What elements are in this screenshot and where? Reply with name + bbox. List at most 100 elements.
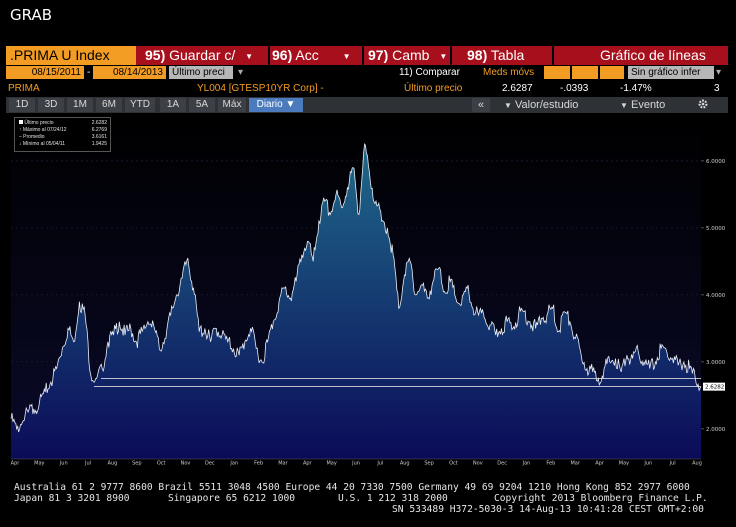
up-arrow-icon: ↑ xyxy=(19,127,22,133)
moving-average-field-1[interactable] xyxy=(544,66,570,79)
period-6m-button[interactable]: 6M xyxy=(96,98,122,112)
change-button-label: Camb xyxy=(392,47,430,63)
chevron-down-icon: ▼ xyxy=(439,51,448,61)
legend-row-max: ↑ Máximo al 07/24/12 xyxy=(19,127,67,133)
period-toolbar xyxy=(6,97,728,113)
compare-button[interactable]: 11) Comparar xyxy=(399,67,460,78)
moving-average-field-2[interactable] xyxy=(572,66,598,79)
x-axis: Apr May Jun Jul Aug Sep Oct Nov Dec Jan Feb Mar Apr M… xyxy=(11,458,703,472)
y-tick-label-2: 4.0000 xyxy=(706,293,726,299)
legend-row-last: Último precio xyxy=(19,120,54,126)
gear-icon xyxy=(698,99,708,109)
square-icon xyxy=(19,120,23,124)
table-button[interactable]: 98) Tabla xyxy=(467,46,524,65)
y-tick-label-4: 2.0000 xyxy=(706,427,726,433)
period-1d-button[interactable]: 1D xyxy=(9,98,35,112)
change-button[interactable]: 97) Camb ▼ xyxy=(368,46,447,65)
dash-icon: – xyxy=(19,134,22,140)
footer-us: U.S. 1 212 318 2000 xyxy=(338,493,448,504)
value-study-dropdown[interactable]: ▼ Valor/estudio xyxy=(504,98,578,112)
down-arrow-icon: ↓ xyxy=(19,141,22,147)
last-value-box xyxy=(703,382,725,391)
x-tick-label-10: Feb xyxy=(254,461,263,467)
x-tick-label-5: Sep xyxy=(132,461,141,467)
legend-min-label: Mínimo al 05/04/11 xyxy=(22,141,66,147)
x-tick-label-21: Jan xyxy=(522,461,531,467)
secondary-chart-select[interactable]: Sin gráfico infer xyxy=(628,66,714,79)
chart-type-button[interactable]: Gráfico de líneas xyxy=(600,47,706,63)
last-price-label: Último precio xyxy=(404,83,463,94)
x-tick-label-13: May xyxy=(326,461,336,467)
window-title: GRAB xyxy=(10,6,52,24)
reference-lines xyxy=(94,378,701,388)
footer-japan: Japan 81 3 3201 8900 xyxy=(14,493,130,504)
x-tick-label-26: Jun xyxy=(643,461,652,467)
price-field-dropdown-icon[interactable]: ▾ xyxy=(238,67,244,78)
period-ytd-button[interactable]: YTD xyxy=(125,98,155,112)
security-label: PRIMA xyxy=(8,83,40,94)
period-5a-button[interactable]: 5A xyxy=(189,98,215,112)
period-max-button[interactable]: Máx xyxy=(218,98,246,112)
period-1a-button[interactable]: 1A xyxy=(160,98,186,112)
legend-avg-value: 3.6161 xyxy=(91,134,107,140)
x-tick-label-0: Apr xyxy=(11,461,21,467)
end-date-field[interactable]: 08/14/2013 xyxy=(93,66,166,79)
x-tick-label-23: Mar xyxy=(570,461,580,467)
legend-row-avg: – Promedio xyxy=(19,134,45,140)
chart-panel: 6.0000 5.0000 4.0000 3.0000 2.0000 2.6282 Apr… xyxy=(6,114,728,472)
compare-ticker[interactable]: YL004 [GTESP10YR Corp] - xyxy=(197,83,324,94)
chevron-down-icon: ▼ xyxy=(620,101,628,110)
x-tick-label-27: Jul xyxy=(669,461,676,467)
last-value-label: 2.6282 xyxy=(705,385,724,391)
last-price-value: 2.6287 xyxy=(502,83,533,94)
save-button[interactable]: 95) Guardar c/ ▼ xyxy=(145,46,253,65)
moving-average-label: Meds móvs xyxy=(483,67,535,78)
ticker-field[interactable]: .PRIMA U Index xyxy=(6,46,136,65)
event-dropdown[interactable]: ▼ Evento xyxy=(620,98,665,112)
chevron-down-icon: ▼ xyxy=(285,99,296,110)
legend-max-label: Máximo al 07/24/12 xyxy=(22,127,67,133)
event-label: Evento xyxy=(630,99,666,111)
period-3d-button[interactable]: 3D xyxy=(38,98,64,112)
change-button-number: 97) xyxy=(368,47,389,63)
x-tick-label-14: Jun xyxy=(351,461,360,467)
settings-icon[interactable] xyxy=(697,98,709,112)
price-chart[interactable]: 6.0000 5.0000 4.0000 3.0000 2.0000 2.6282 Apr… xyxy=(6,114,728,472)
x-tick-label-25: May xyxy=(619,461,629,467)
date-dash: - xyxy=(87,67,91,78)
x-tick-label-15: Jul xyxy=(376,461,383,467)
footer-contacts-line1: Australia 61 2 9777 8600 Brazil 5511 304… xyxy=(14,482,690,493)
net-change-value: -.0393 xyxy=(560,83,589,94)
collapse-button[interactable]: « xyxy=(472,98,490,112)
x-tick-label-28: Aug xyxy=(692,461,702,467)
secondary-chart-dropdown-icon[interactable]: ▾ xyxy=(716,67,722,78)
table-button-number: 98) xyxy=(467,47,488,63)
legend-avg-label: Promedio xyxy=(23,134,45,140)
chevron-down-icon: ▼ xyxy=(342,51,351,61)
y-tick-label-0: 6.0000 xyxy=(706,159,726,165)
value-study-label: Valor/estudio xyxy=(514,99,579,111)
chevron-down-icon: ▼ xyxy=(504,101,512,110)
moving-average-field-3[interactable] xyxy=(600,66,624,79)
start-date-field[interactable]: 08/15/2011 xyxy=(6,66,84,79)
x-tick-label-3: Jul xyxy=(84,461,91,467)
y-tick-label-3: 3.0000 xyxy=(706,360,726,366)
actions-button-number: 96) xyxy=(272,47,293,63)
x-tick-label-4: Aug xyxy=(108,461,118,467)
x-tick-label-11: Mar xyxy=(278,461,288,467)
y-tick-label-1: 5.0000 xyxy=(706,226,726,232)
save-button-label: Guardar c/ xyxy=(169,47,236,63)
table-button-label: Tabla xyxy=(490,47,525,63)
x-tick-label-18: Oct xyxy=(449,461,458,467)
legend-last-value: 2.6282 xyxy=(91,120,107,126)
price-field-select[interactable]: Último preci xyxy=(169,66,233,79)
legend-min-value: 1.9425 xyxy=(91,141,107,147)
chevron-down-icon: ▼ xyxy=(245,51,254,61)
actions-button[interactable]: 96) Acc ▼ xyxy=(272,46,351,65)
period-1m-button[interactable]: 1M xyxy=(67,98,93,112)
price-line xyxy=(10,142,702,433)
x-tick-label-9: Jan xyxy=(229,461,238,467)
menu-bar xyxy=(6,46,728,65)
x-tick-label-20: Dec xyxy=(497,461,507,467)
frequency-select[interactable]: Diario ▼ xyxy=(249,98,303,112)
